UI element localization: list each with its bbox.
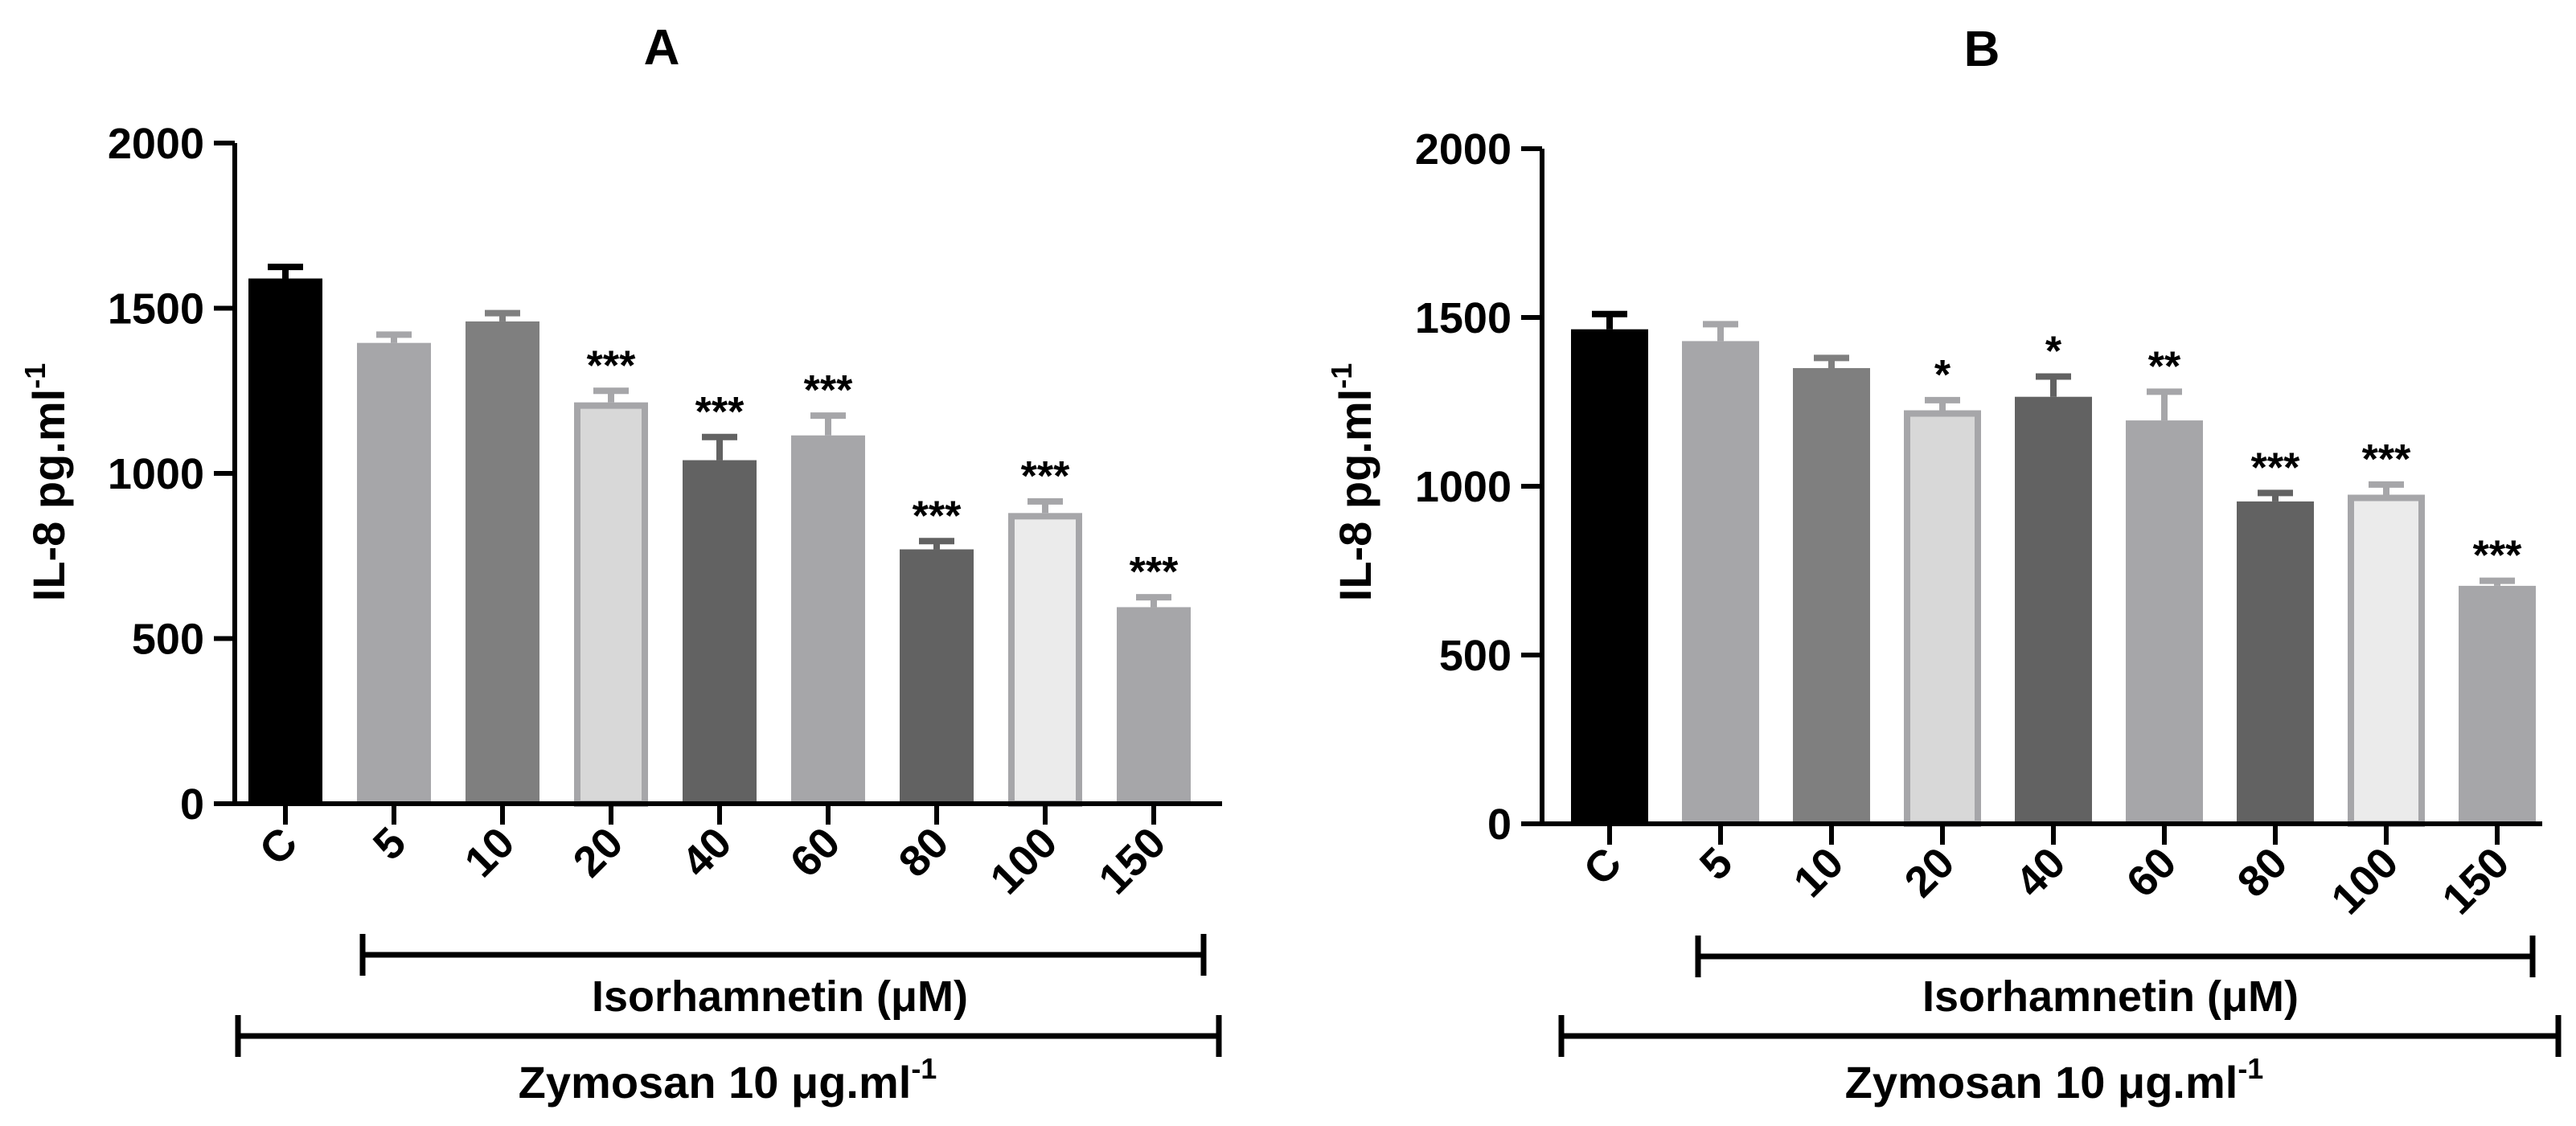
y-axis-ticks: 0 500 1000 1500 2000 (108, 120, 235, 829)
significance-150: *** (1130, 549, 1179, 596)
significance-40: * (2045, 329, 2062, 375)
x-tick-label-40: 40 (673, 818, 741, 886)
zymosan-label: Zymosan 10 μg.ml-1 (1845, 1052, 2264, 1108)
isorhamnetin-label: Isorhamnetin (μM) (592, 972, 968, 1021)
isorhamnetin-bracket: Isorhamnetin (μM) (359, 934, 1207, 1021)
significance-40: *** (695, 389, 744, 436)
x-tick-label-C: C (1574, 838, 1631, 895)
x-tick-label-10: 10 (456, 818, 524, 886)
panel-label: B (1964, 22, 2000, 77)
significance-80: *** (913, 493, 962, 539)
bar-60 (2126, 420, 2203, 824)
x-tick-label-20: 20 (1896, 838, 1964, 907)
y-tick-label: 0 (1487, 800, 1512, 849)
x-tick-label-80: 80 (2229, 838, 2297, 907)
chart-panel-b: B IL-8 pg.ml-1 ** ***** ****** 05001000150… (1325, 22, 2562, 1108)
zymosan-label-superscript: -1 (2238, 1052, 2263, 1085)
significance-150: *** (2473, 533, 2522, 579)
x-axis-ticks: C 5 10 20 40 60 80 100 150 (1574, 824, 2518, 923)
significance-20: * (1934, 352, 1951, 399)
zymosan-bracket: Zymosan 10 μg.ml-1 (1558, 1015, 2562, 1108)
y-tick-label: 1000 (108, 450, 204, 498)
y-axis-label: IL-8 pg.ml-1 (1325, 363, 1380, 601)
significance-labels: ** ***** ****** (1934, 329, 2522, 579)
bar-5 (1682, 341, 1759, 824)
y-axis-label-superscript: -1 (18, 363, 51, 389)
x-tick-label-60: 60 (2118, 838, 2186, 907)
bar-10 (1793, 368, 1870, 824)
y-tick-label: 1500 (108, 285, 204, 334)
x-tick-label-60: 60 (781, 818, 850, 886)
zymosan-label: Zymosan 10 μg.ml-1 (519, 1052, 937, 1108)
significance-20: *** (587, 342, 636, 389)
significance-60: ** (2148, 343, 2181, 390)
bar-80 (2237, 501, 2314, 824)
x-tick-label-80: 80 (890, 818, 958, 886)
bar-60 (791, 435, 865, 804)
bar-150 (2459, 585, 2536, 824)
significance-100: *** (1021, 453, 1070, 500)
x-tick-label-150: 150 (2433, 838, 2518, 923)
x-tick-label-100: 100 (2322, 838, 2407, 923)
bar-10 (466, 321, 539, 804)
error-bars (1592, 310, 2515, 586)
y-axis-label: IL-8 pg.ml-1 (18, 363, 74, 601)
isorhamnetin-label: Isorhamnetin (μM) (1922, 972, 2299, 1021)
bars (1571, 329, 2536, 827)
x-tick-label-40: 40 (2007, 838, 2075, 907)
significance-labels: *** *** *** *** *** *** (587, 342, 1179, 596)
bar-40 (683, 460, 757, 804)
y-tick-label: 1500 (1415, 294, 1512, 342)
zymosan-label-text: Zymosan 10 μg.ml (519, 1057, 912, 1108)
isorhamnetin-bracket: Isorhamnetin (μM) (1695, 936, 2536, 1021)
bar-150 (1117, 607, 1191, 804)
x-tick-label-C: C (250, 818, 306, 874)
significance-80: *** (2251, 444, 2300, 491)
y-axis-ticks: 0 500 1000 1500 2000 (1415, 125, 1542, 849)
bar-C (1571, 329, 1648, 824)
bar-5 (357, 342, 431, 804)
y-tick-label: 500 (132, 616, 204, 664)
x-tick-label-20: 20 (564, 818, 633, 886)
y-tick-label: 0 (180, 780, 204, 829)
bar-20 (1904, 410, 1981, 827)
x-tick-label-5: 5 (364, 818, 416, 870)
x-tick-label-150: 150 (1089, 818, 1175, 903)
y-axis-label-text: IL-8 pg.ml (1330, 389, 1380, 601)
y-axis-label-text: IL-8 pg.ml (23, 389, 74, 601)
bar-20 (574, 402, 648, 807)
y-tick-label: 2000 (108, 120, 204, 168)
x-tick-label-100: 100 (981, 818, 1066, 903)
x-tick-label-10: 10 (1785, 838, 1853, 907)
panel-label: A (644, 20, 680, 76)
error-bars (268, 264, 1171, 608)
bar-100 (1008, 513, 1082, 807)
bar-80 (900, 549, 974, 804)
chart-panel-a: A IL-8 pg.ml-1 ****** ************ 050010… (18, 20, 1222, 1108)
bars (248, 278, 1191, 807)
bar-40 (2015, 396, 2092, 824)
y-tick-label: 500 (1439, 632, 1512, 680)
zymosan-label-text: Zymosan 10 μg.ml (1845, 1057, 2238, 1108)
x-axis-ticks: C 5 10 20 40 60 80 100 150 (250, 804, 1175, 903)
zymosan-bracket: Zymosan 10 μg.ml-1 (235, 1015, 1222, 1108)
bar-100 (2348, 494, 2425, 827)
y-tick-label: 1000 (1415, 463, 1512, 511)
bar-C (248, 278, 322, 804)
significance-60: *** (804, 367, 853, 414)
y-axis-label-superscript: -1 (1325, 363, 1358, 389)
significance-100: *** (2362, 436, 2411, 483)
y-tick-label: 2000 (1415, 125, 1512, 174)
zymosan-label-superscript: -1 (911, 1052, 937, 1085)
x-tick-label-5: 5 (1691, 838, 1742, 890)
